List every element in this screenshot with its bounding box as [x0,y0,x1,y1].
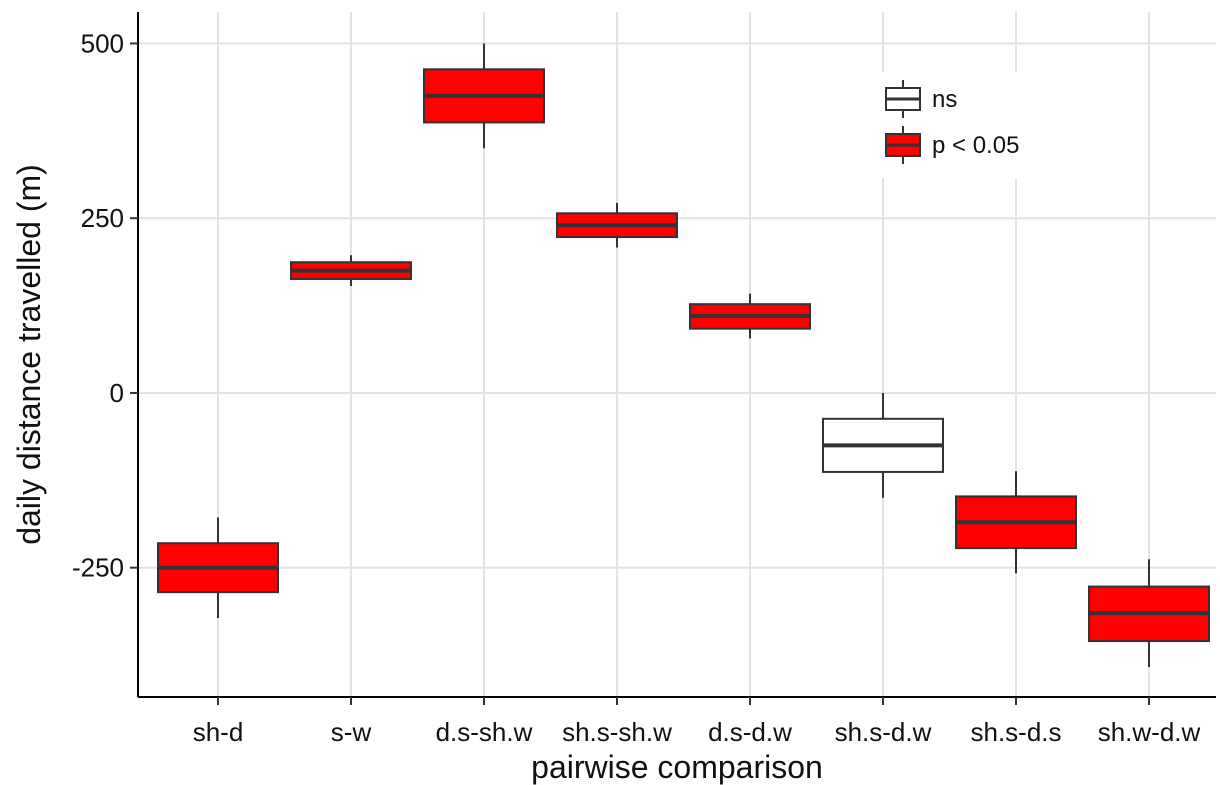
box-sh.s-d.w [822,392,944,498]
box-sh.s-d.s [955,471,1077,574]
legend: ns p < 0.05 [870,72,1020,178]
box-sh.s-sh.w [556,202,678,248]
x-axis-title: pairwise comparison [531,749,823,785]
axis-ticks: -250 0 250 500 sh-d s-w d.s-sh.w sh.s-sh.w d.s-d… [72,28,1201,747]
box-sh-d [157,517,279,619]
legend-label: ns [932,86,957,113]
y-axis-title: daily distance travelled (m) [11,164,47,545]
x-tick-label: sh.s-sh.w [562,717,672,747]
legend-label: p < 0.05 [932,132,1019,159]
x-tick-label: sh.s-d.s [970,717,1061,747]
box-d.s-sh.w [423,43,545,149]
box-d.s-d.w [689,293,811,339]
x-tick-label: d.s-sh.w [436,717,533,747]
box-sh.w-d.w [1088,559,1210,667]
y-tick-label: 500 [81,28,124,58]
x-tick-label: sh.w-d.w [1098,717,1201,747]
x-tick-label: s-w [331,717,372,747]
x-tick-label: sh.s-d.w [835,717,932,747]
x-tick-label: d.s-d.w [708,717,792,747]
y-tick-label: -250 [72,553,124,583]
legend-entry-sig: p < 0.05 [885,126,1019,164]
y-tick-label: 250 [81,203,124,233]
boxes [157,43,1210,667]
y-tick-label: 0 [110,378,124,408]
box-s-w [290,255,412,286]
x-tick-label: sh-d [193,717,244,747]
legend-entry-ns: ns [885,80,957,118]
